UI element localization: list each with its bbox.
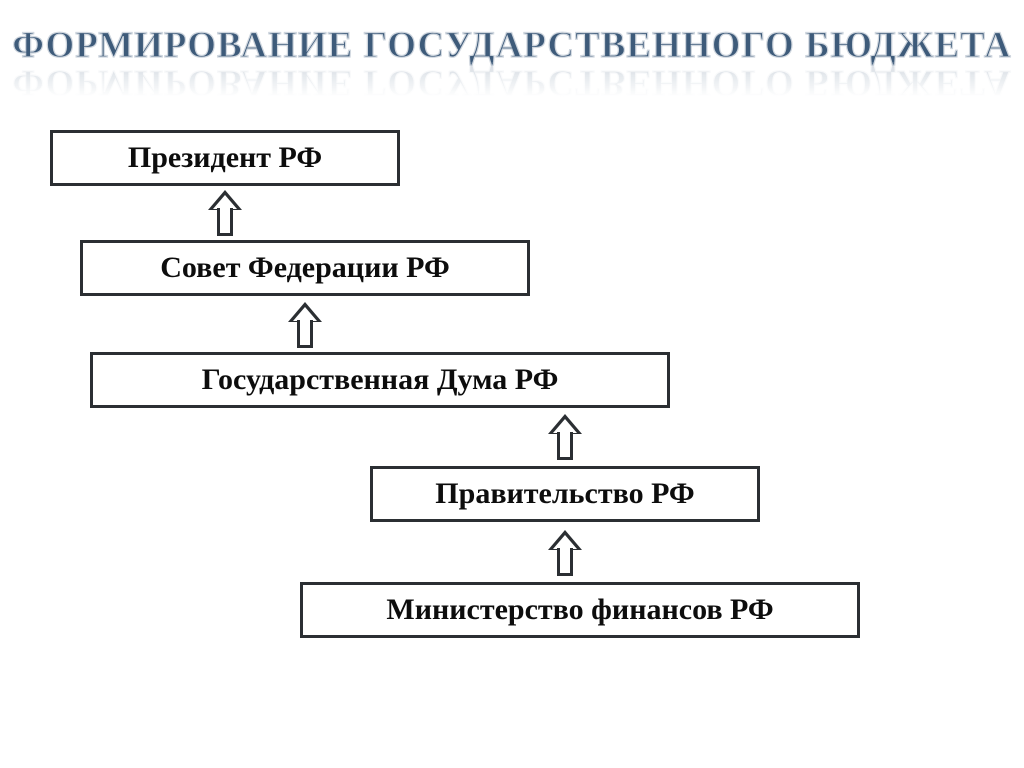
node-sovfed: Совет Федерации РФ — [80, 240, 530, 296]
node-label: Президент РФ — [128, 141, 322, 175]
node-president: Президент РФ — [50, 130, 400, 186]
node-gov: Правительство РФ — [370, 466, 760, 522]
node-minfin: Министерство финансов РФ — [300, 582, 860, 638]
arrow-stem — [297, 320, 313, 348]
arrow-stem — [217, 208, 233, 236]
node-label: Министерство финансов РФ — [386, 593, 773, 627]
arrow-head — [548, 530, 582, 550]
node-duma: Государственная Дума РФ — [90, 352, 670, 408]
arrow-stem — [557, 548, 573, 576]
arrow-stem — [557, 432, 573, 460]
arrow-up-icon — [548, 414, 582, 460]
arrow-up-icon — [288, 302, 322, 348]
node-label: Совет Федерации РФ — [160, 251, 449, 285]
title-reflection: ФОРМИРОВАНИЕ ГОСУДАРСТВЕННОГО БЮДЖЕТА — [0, 61, 1024, 104]
arrow-head — [548, 414, 582, 434]
node-label: Государственная Дума РФ — [202, 363, 559, 397]
arrow-up-icon — [208, 190, 242, 236]
node-label: Правительство РФ — [435, 477, 694, 511]
page-title: ФОРМИРОВАНИЕ ГОСУДАРСТВЕННОГО БЮДЖЕТА ФО… — [0, 24, 1024, 104]
arrow-up-icon — [548, 530, 582, 576]
title-text: ФОРМИРОВАНИЕ ГОСУДАРСТВЕННОГО БЮДЖЕТА — [12, 25, 1011, 66]
arrow-head — [208, 190, 242, 210]
arrow-head — [288, 302, 322, 322]
